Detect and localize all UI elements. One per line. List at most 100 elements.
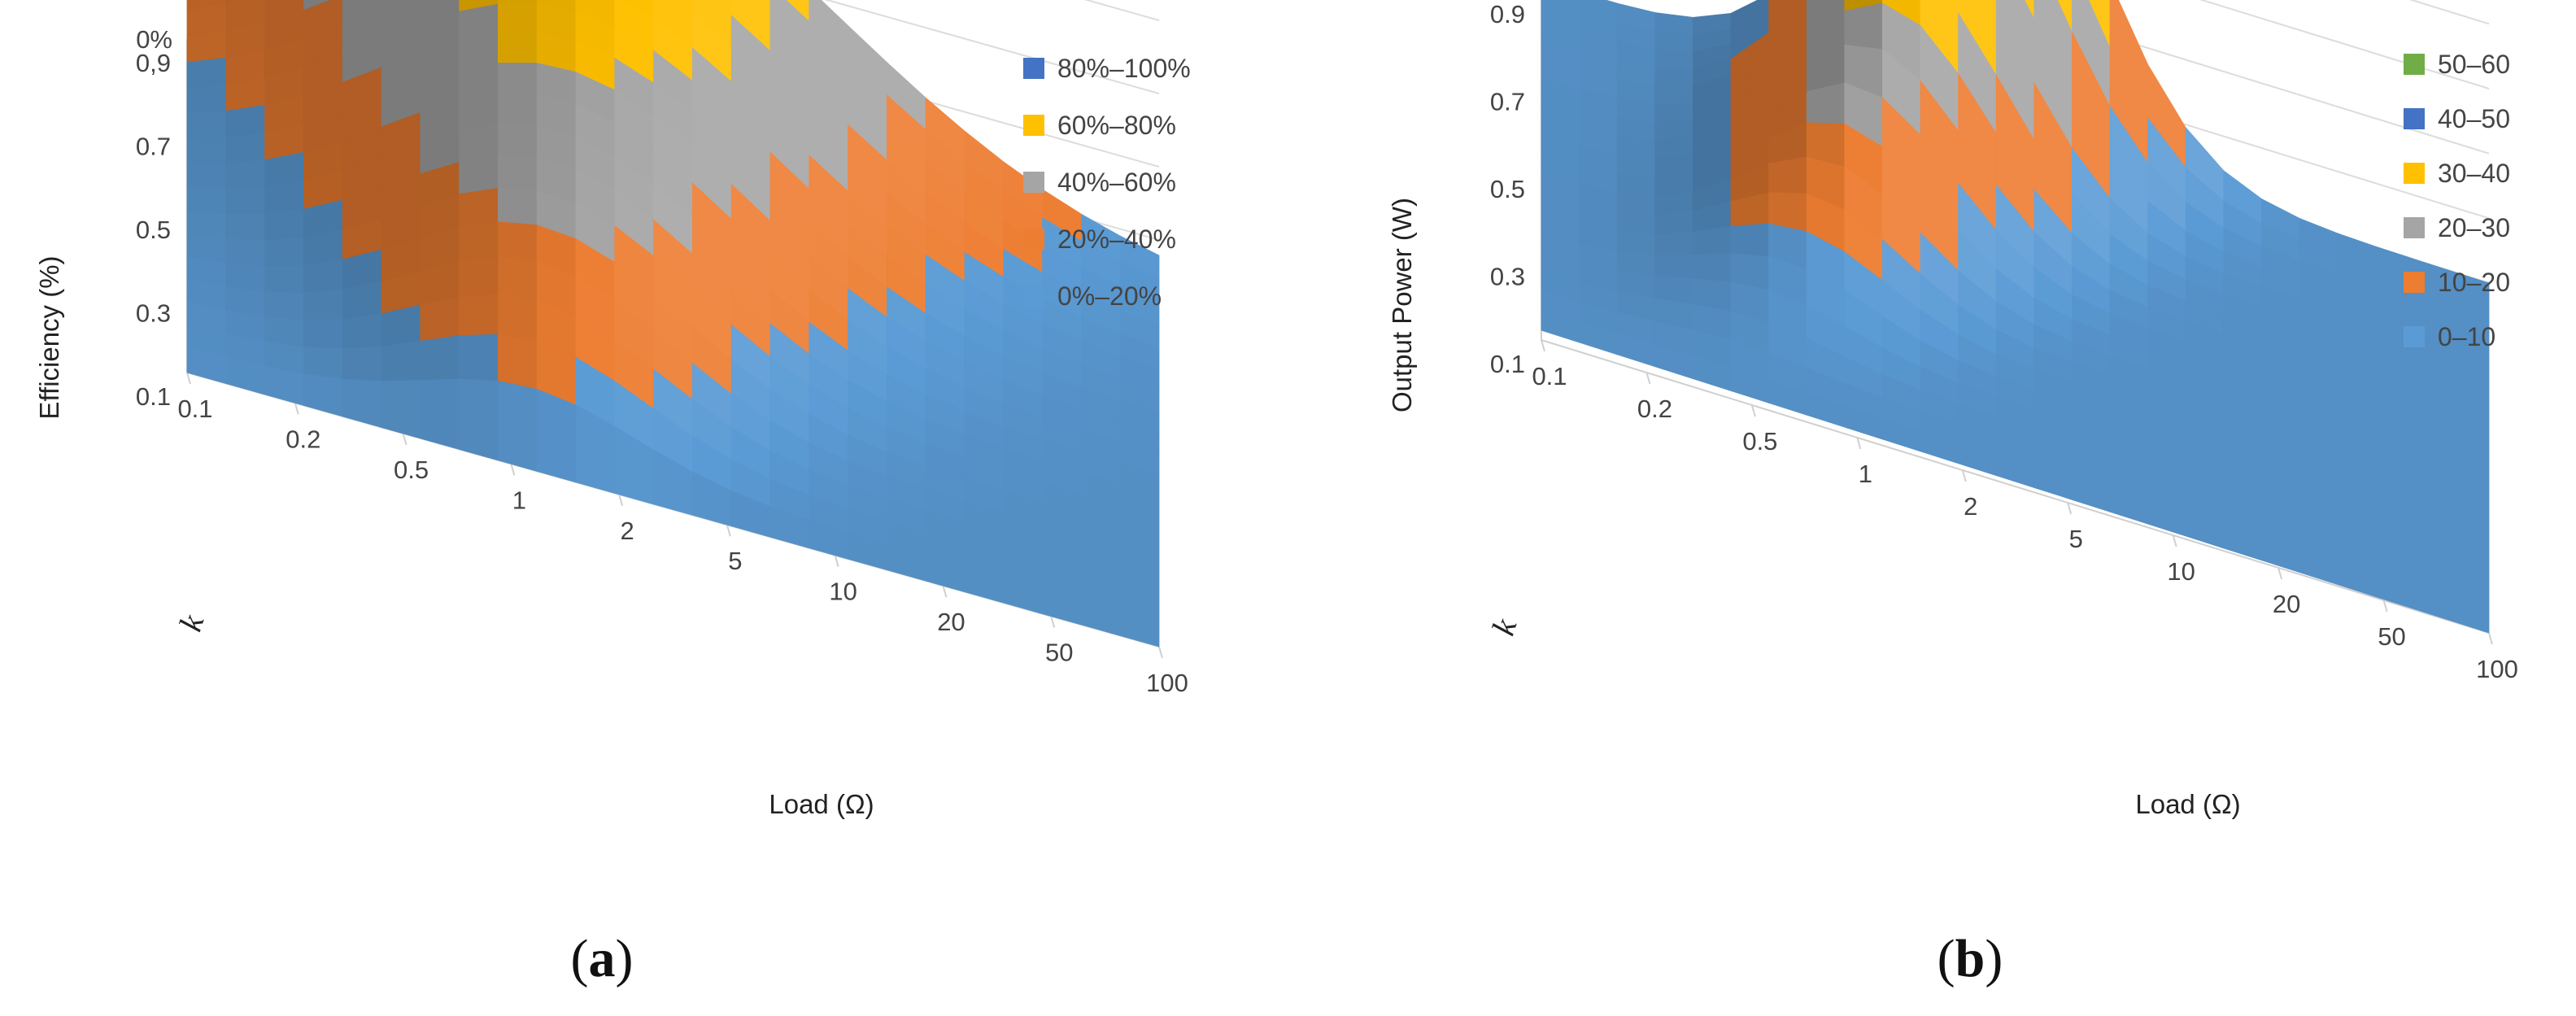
- chart-a-surface: [186, 0, 1160, 648]
- chart-b-legend-label: 40–50: [2438, 104, 2510, 133]
- chart-b-ylabel: k: [1484, 613, 1524, 639]
- chart-b-legend-label: 20–30: [2438, 213, 2510, 242]
- chart-efficiency: 0%20%40%60%80%100%0.10.20.51251020501000…: [34, 0, 1191, 988]
- chart-b-surface-patch: [1616, 211, 1656, 235]
- chart-a-surface-patch: [498, 124, 538, 158]
- chart-b-legend-label: 0–10: [2438, 322, 2495, 351]
- chart-b-legend-swatch: [2404, 326, 2425, 347]
- chart-a-surface-patch: [225, 132, 266, 164]
- chart-b-x-tickmark: [1645, 372, 1651, 385]
- chart-b-surface-patch: [2450, 600, 2490, 634]
- chart-a-surface-patch: [420, 296, 460, 342]
- chart-a-surface-patch: [303, 347, 343, 380]
- chart-a-surface-patch: [264, 237, 304, 267]
- chart-b-x-tickmark: [1856, 437, 1862, 450]
- panel-letter-a: a: [589, 929, 616, 988]
- chart-b-legend: 50–60 40–50 30–40 20–30 10–20 0–10: [2404, 50, 2510, 351]
- chart-a-surface-patch: [186, 162, 227, 190]
- chart-a-surface-patch: [459, 221, 499, 262]
- chart-b-x-tickmark: [1750, 404, 1756, 417]
- chart-a-surface-patch: [186, 84, 227, 114]
- chart-a-x-tickmark: [402, 433, 408, 446]
- chart-a-surface-patch: [459, 334, 499, 382]
- chart-b-x-tick: 100: [2476, 655, 2518, 683]
- chart-a-x-tickmark: [942, 585, 948, 598]
- chart-b-y-tick: 0.1: [1490, 350, 1525, 378]
- chart-a-surface-patch: [186, 111, 227, 139]
- chart-a-surface-patch: [264, 208, 304, 241]
- chart-a-surface-patch: [303, 373, 343, 417]
- chart-a-surface-patch: [225, 186, 266, 215]
- chart-a-y-tick: 0.1: [136, 382, 171, 411]
- chart-a-ticks: 0%20%40%60%80%100%0.10.20.51251020501000…: [136, 25, 1188, 697]
- chart-b-x-tick: 0.2: [1637, 395, 1672, 423]
- chart-a-surface-patch: [498, 221, 538, 262]
- chart-a-x-tickmark: [1050, 616, 1056, 628]
- chart-a-surface-patch: [264, 291, 304, 321]
- chart-a-surface-patch: [225, 159, 266, 190]
- chart-a-surface-patch: [303, 289, 343, 321]
- chart-a-y-tick: 0.3: [136, 299, 171, 328]
- chart-a-y-tick: 0,9: [136, 49, 171, 77]
- chart-b-x-tick: 5: [2069, 525, 2083, 553]
- chart-a-x-tickmark: [1158, 646, 1163, 659]
- chart-a-xlabel: Load (Ω): [769, 789, 874, 819]
- chart-b-y-tick: 0.9: [1490, 0, 1525, 28]
- chart-b-x-tickmark: [2067, 502, 2073, 515]
- chart-b-y-tick: 0.5: [1490, 175, 1525, 203]
- chart-a-legend-swatch: [1023, 115, 1044, 136]
- chart-a-legend-swatch: [1023, 58, 1044, 79]
- chart-a-surface-patch: [498, 33, 538, 64]
- chart-b-x-tick: 20: [2273, 590, 2300, 618]
- chart-output-power: 01020304050600.10.20.51251020501000.10.3…: [1387, 0, 2518, 988]
- chart-a-legend-label: 80%–100%: [1057, 54, 1191, 83]
- chart-a-legend: 80%–100% 60%–80% 40%–60% 20%–40% 0%–20%: [1023, 54, 1191, 311]
- chart-b-surface-patch: [1692, 253, 1732, 283]
- chart-a-surface-patch: [536, 389, 577, 483]
- chart-b-zlabel: Output Power (W): [1387, 198, 1417, 412]
- chart-b-x-tick: 2: [1964, 492, 1977, 521]
- chart-b-x-tickmark: [1961, 469, 1967, 482]
- chart-a-legend-label: 40%–60%: [1057, 168, 1176, 197]
- chart-a-legend-label: 60%–80%: [1057, 111, 1176, 140]
- chart-a-surface-patch: [303, 259, 343, 294]
- chart-a-surface-patch: [303, 318, 343, 350]
- chart-a-y-tick: 0.5: [136, 216, 171, 244]
- chart-a-surface-patch: [498, 187, 538, 226]
- chart-a-surface-patch: [264, 264, 304, 294]
- chart-a-legend-swatch: [1023, 286, 1044, 307]
- chart-a-surface-patch: [459, 256, 499, 298]
- chart-b-surface-patch: [1654, 49, 1693, 70]
- chart-a-x-tick: 0.1: [177, 395, 212, 423]
- chart-b-surface-patch: [1654, 85, 1693, 106]
- chart-b-legend-swatch: [2404, 163, 2425, 184]
- chart-a-x-tick: 10: [829, 578, 856, 606]
- chart-a-surface-patch: [186, 137, 227, 164]
- chart-a-ylabel: k: [172, 609, 211, 635]
- chart-b-legend-swatch: [2404, 108, 2425, 129]
- chart-b-y-tick: 0.3: [1490, 263, 1525, 291]
- chart-b-surface-patch: [1654, 30, 1693, 53]
- chart-a-x-tick: 100: [1146, 669, 1188, 697]
- chart-a-z-gridline: [824, 0, 1160, 94]
- chart-b-x-tickmark: [2488, 632, 2493, 645]
- chart-b-surface-patch: [1616, 173, 1656, 197]
- chart-b-legend-label: 10–20: [2438, 268, 2510, 297]
- chart-a-surface-patch: [342, 378, 382, 428]
- chart-b-z-gridline: [2199, 0, 2490, 89]
- chart-b-surface: [1541, 0, 2490, 634]
- chart-b-x-tick: 10: [2167, 557, 2195, 586]
- chart-a-surface-patch: [1119, 608, 1160, 648]
- chart-a-surface-patch: [498, 256, 538, 300]
- chart-b-z-tick: 0: [1513, 0, 1527, 5]
- chart-a-surface-patch: [498, 93, 538, 126]
- chart-b-legend-swatch: [2404, 217, 2425, 238]
- chart-a-x-tick: 1: [512, 486, 526, 514]
- chart-a-surface-patch: [342, 346, 382, 382]
- chart-b-surface-patch: [1806, 0, 1828, 22]
- chart-a-legend-label: 0%–20%: [1057, 281, 1162, 311]
- chart-b-ticks: 01020304050600.10.20.51251020501000.10.3…: [1490, 0, 2518, 683]
- chart-b-x-tickmark: [1541, 339, 1545, 352]
- chart-b-surface-patch: [1654, 102, 1693, 124]
